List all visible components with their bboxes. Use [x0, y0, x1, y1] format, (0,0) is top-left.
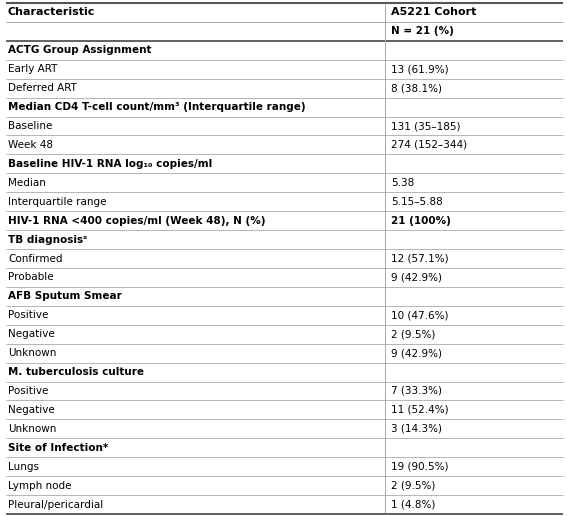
Text: 2 (9.5%): 2 (9.5%) [391, 329, 435, 339]
Text: Deferred ART: Deferred ART [8, 83, 77, 93]
Text: Early ART: Early ART [8, 64, 57, 74]
Text: 10 (47.6%): 10 (47.6%) [391, 310, 448, 320]
Text: Pleural/pericardial: Pleural/pericardial [8, 499, 103, 509]
Text: 19 (90.5%): 19 (90.5%) [391, 462, 448, 472]
Text: Negative: Negative [8, 329, 55, 339]
Text: HIV-1 RNA <400 copies/ml (Week 48), N (%): HIV-1 RNA <400 copies/ml (Week 48), N (%… [8, 216, 265, 225]
Text: AFB Sputum Smear: AFB Sputum Smear [8, 292, 122, 301]
Text: Negative: Negative [8, 405, 55, 415]
Text: Week 48: Week 48 [8, 140, 53, 150]
Text: Unknown: Unknown [8, 348, 56, 358]
Text: Site of Infection*: Site of Infection* [8, 443, 108, 453]
Text: TB diagnosisˢ: TB diagnosisˢ [8, 235, 87, 245]
Text: 5.15–5.88: 5.15–5.88 [391, 197, 443, 207]
Text: Baseline: Baseline [8, 121, 52, 131]
Text: Confirmed: Confirmed [8, 253, 62, 264]
Text: 11 (52.4%): 11 (52.4%) [391, 405, 448, 415]
Text: ACTG Group Assignment: ACTG Group Assignment [8, 45, 151, 55]
Text: 131 (35–185): 131 (35–185) [391, 121, 460, 131]
Text: Median: Median [8, 178, 46, 188]
Text: Median CD4 T-cell count/mm³ (Interquartile range): Median CD4 T-cell count/mm³ (Interquarti… [8, 102, 306, 112]
Text: M. tuberculosis culture: M. tuberculosis culture [8, 367, 144, 377]
Text: 9 (42.9%): 9 (42.9%) [391, 348, 442, 358]
Text: 21 (100%): 21 (100%) [391, 216, 451, 225]
Text: 2 (9.5%): 2 (9.5%) [391, 480, 435, 491]
Text: 9 (42.9%): 9 (42.9%) [391, 272, 442, 282]
Text: 3 (14.3%): 3 (14.3%) [391, 424, 442, 434]
Text: 7 (33.3%): 7 (33.3%) [391, 386, 442, 396]
Text: 12 (57.1%): 12 (57.1%) [391, 253, 448, 264]
Text: Lungs: Lungs [8, 462, 39, 472]
Text: Lymph node: Lymph node [8, 480, 71, 491]
Text: Unknown: Unknown [8, 424, 56, 434]
Text: Positive: Positive [8, 386, 48, 396]
Text: 1 (4.8%): 1 (4.8%) [391, 499, 435, 509]
Text: Baseline HIV-1 RNA log₁₀ copies/ml: Baseline HIV-1 RNA log₁₀ copies/ml [8, 159, 212, 169]
Text: A5221 Cohort: A5221 Cohort [391, 7, 476, 18]
Text: N = 21 (%): N = 21 (%) [391, 26, 454, 37]
Text: Probable: Probable [8, 272, 54, 282]
Text: 13 (61.9%): 13 (61.9%) [391, 64, 448, 74]
Text: Positive: Positive [8, 310, 48, 320]
Text: Interquartile range: Interquartile range [8, 197, 107, 207]
Text: 5.38: 5.38 [391, 178, 414, 188]
Text: 8 (38.1%): 8 (38.1%) [391, 83, 442, 93]
Text: Characteristic: Characteristic [8, 7, 95, 18]
Text: 274 (152–344): 274 (152–344) [391, 140, 467, 150]
